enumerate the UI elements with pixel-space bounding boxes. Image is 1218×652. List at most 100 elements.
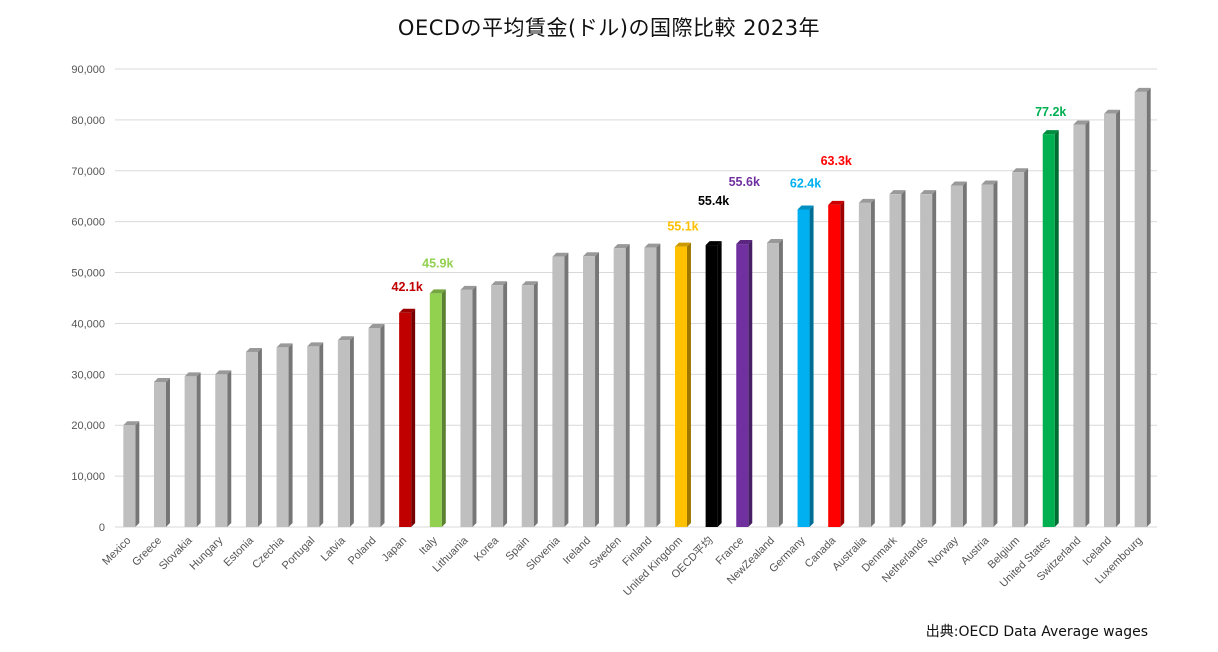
y-tick-label: 70,000 [71,166,105,178]
x-tick-label: Spain [503,535,531,563]
x-tick-label: Japan [380,535,410,565]
bar-side [932,190,937,528]
bar-side [686,242,691,527]
bar-side [901,190,906,528]
bar-side [135,421,140,527]
bar-side [870,198,875,528]
bar-top [736,240,753,245]
bar-top [705,241,722,246]
bar [276,347,289,527]
bar [123,425,136,527]
bar-top [307,342,324,347]
x-tick-label: Poland [346,535,379,568]
bar-top [613,244,630,249]
bar-side [257,347,262,527]
bar-side [1085,120,1090,528]
bar-side [748,240,753,527]
y-tick-label: 90,000 [71,64,105,76]
source-note: 出典:OECD Data Average wages [925,624,1148,640]
bar-top [797,205,814,210]
bar-side [1054,130,1059,528]
bar-top [766,239,783,244]
bar [858,202,871,528]
bar-top [981,180,998,185]
bar [766,243,779,528]
bar [491,285,504,527]
bar [307,346,320,527]
bar [1073,124,1086,528]
bar-side [778,239,783,528]
bar [1134,91,1147,528]
x-tick-label: Latvia [319,534,349,564]
bar-top [858,198,875,203]
bar [399,312,412,527]
bar-side [227,370,232,527]
bar-top [674,242,691,247]
bar-side [441,289,446,527]
bar-side [840,200,845,527]
bar-side [288,343,293,527]
bar-top [368,324,385,329]
bar [950,185,963,527]
x-tick-label: Korea [472,534,502,564]
bar-top [552,252,569,257]
data-label: 63.3k [821,154,852,168]
bar-top [429,289,446,294]
y-tick-label: 80,000 [71,115,105,127]
data-label: 62.4k [790,176,821,190]
bar-top [920,190,937,195]
bar [552,256,565,527]
bar-side [472,285,477,527]
bar-side [993,180,998,528]
bar-top [950,181,967,186]
bar-top [1104,109,1121,114]
bar-side [564,252,569,527]
x-tick-label: Mexico [100,535,133,568]
bar-top [215,370,232,375]
bar-top [460,285,477,290]
bar [1104,113,1117,527]
bar [521,285,534,527]
bar [368,328,381,527]
bar-top [1073,120,1090,125]
bar-side [196,372,201,527]
y-tick-label: 20,000 [71,420,105,432]
data-label: 42.1k [392,280,423,294]
bar [1042,134,1055,528]
bar-side [595,252,600,527]
y-tick-label: 30,000 [71,369,105,381]
bar [245,351,258,527]
bar [797,209,810,527]
bar-side [656,243,661,527]
bar-top [1012,168,1029,173]
bar-top [276,343,293,348]
x-tick-label: Norway [926,534,961,569]
bar [215,374,228,527]
bar-side [533,281,538,527]
data-label: 55.1k [667,220,698,234]
bar-side [809,205,814,527]
bar-top [1042,130,1059,135]
bar-side [1146,87,1151,528]
bar-side [1116,109,1121,527]
bar-side [1024,168,1029,527]
bar-top [889,190,906,195]
bar [920,194,933,528]
bar-top [644,243,661,248]
bar-top [245,347,262,352]
data-label: 55.4k [698,194,729,208]
bar-side [962,181,967,527]
bar-top [184,372,201,377]
bar [736,244,749,527]
bar-side [380,324,385,527]
bar [613,248,626,527]
bar-top [123,421,140,426]
bar-side [503,281,508,527]
bar-side [717,241,722,527]
bar-side [411,308,416,527]
y-tick-label: 50,000 [71,268,105,280]
bar [184,376,197,527]
bar [337,340,350,527]
bar-top [828,200,845,205]
